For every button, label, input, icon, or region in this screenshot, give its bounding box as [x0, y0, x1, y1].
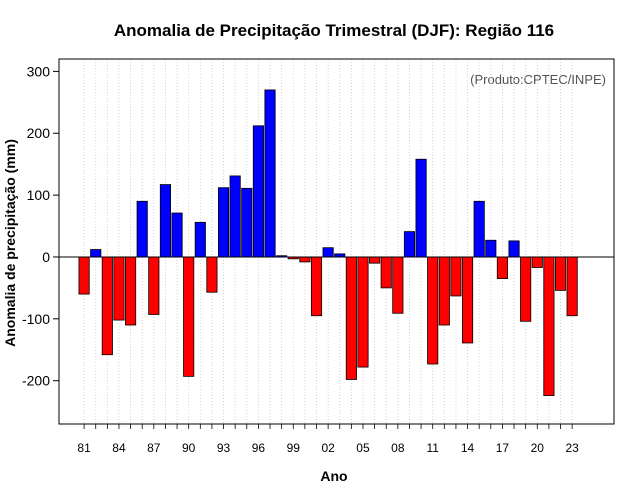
bar-2006	[369, 256, 381, 264]
y-tick-label: 100	[27, 187, 51, 203]
bar-2001	[310, 256, 323, 317]
bar-2020	[531, 256, 543, 268]
bar-1992	[206, 256, 218, 293]
y-axis-label: Anomalia de precipitação (mm)	[2, 139, 18, 347]
bar-1984	[113, 256, 125, 321]
y-tick-label: -200	[22, 373, 50, 389]
bar-1990	[183, 256, 195, 377]
bar-2021	[543, 256, 555, 396]
bar-2008	[392, 256, 404, 314]
bar-2002	[322, 247, 334, 258]
x-tick-label: 23	[565, 441, 579, 455]
x-tick-label: 02	[321, 441, 335, 455]
x-tick-label: 96	[252, 441, 266, 455]
chart-title: Anomalia de Precipitação Trimestral (DJF…	[114, 21, 554, 40]
bar-2015	[473, 200, 485, 258]
x-axis: 81 84 87 90 93 96 99 02 05 08 11 14 17 20 23	[77, 424, 579, 455]
x-tick-label: 17	[496, 441, 510, 455]
bar-1991	[194, 221, 206, 258]
bar-series	[59, 89, 614, 396]
vertical-gridlines	[83, 59, 573, 424]
x-tick-label: 90	[182, 441, 196, 455]
x-tick-label: 05	[356, 441, 370, 455]
bar-2005	[357, 256, 369, 368]
bar-1986	[136, 200, 148, 258]
bar-2023	[566, 256, 578, 317]
y-tick-label: 200	[27, 125, 51, 141]
bar-2009	[403, 231, 416, 258]
y-axis: -200 -100 0 100 200 300	[22, 63, 59, 389]
bar-2012	[438, 256, 450, 326]
bar-2013	[450, 256, 462, 297]
x-tick-label: 87	[147, 441, 161, 455]
bar-1995	[241, 187, 253, 258]
y-tick-label: -100	[22, 311, 50, 327]
bar-2019	[520, 256, 532, 322]
bar-1982	[90, 249, 102, 258]
bar-2004	[345, 256, 357, 380]
x-tick-label: 81	[77, 441, 91, 455]
x-tick-label: 99	[287, 441, 301, 455]
bar-1996	[252, 125, 264, 258]
x-tick-label: 20	[531, 441, 545, 455]
x-tick-label: 84	[112, 441, 126, 455]
bar-2017	[496, 256, 508, 280]
bar-2010	[415, 158, 427, 258]
bar-1989	[171, 212, 183, 258]
x-tick-label: 11	[426, 441, 439, 455]
bar-2007	[380, 256, 392, 289]
y-tick-label: 300	[27, 63, 51, 79]
bar-2018	[508, 240, 520, 258]
bar-1994	[229, 175, 241, 258]
y-tick-label: 0	[42, 249, 50, 265]
bar-1983	[101, 256, 113, 356]
x-tick-label: 14	[461, 441, 475, 455]
bar-1981	[78, 256, 90, 295]
x-axis-label: Ano	[320, 468, 347, 484]
bar-1993	[217, 187, 230, 258]
bar-2022	[554, 256, 567, 291]
plot-frame	[58, 58, 615, 425]
x-tick-label: 08	[391, 441, 405, 455]
bar-1987	[148, 256, 160, 315]
bar-1985	[125, 256, 137, 326]
bar-2016	[485, 239, 497, 258]
bar-2014	[462, 256, 474, 344]
bar-1988	[159, 184, 171, 258]
x-tick-label: 93	[217, 441, 231, 455]
bar-2000	[299, 256, 311, 263]
bar-2011	[427, 256, 439, 365]
bar-1997	[264, 89, 276, 258]
